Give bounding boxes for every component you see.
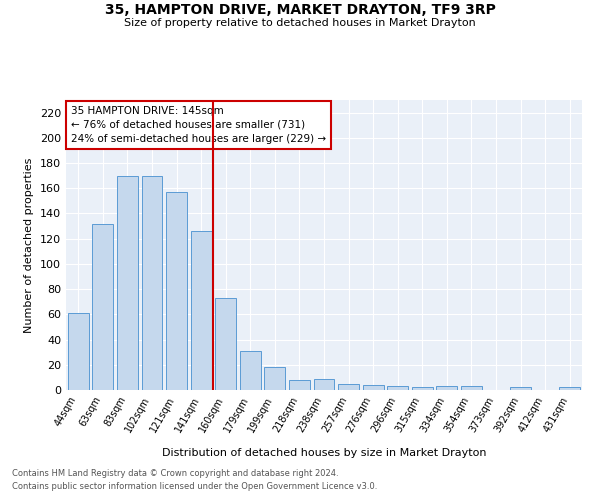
Bar <box>387 386 408 390</box>
Y-axis label: Number of detached properties: Number of detached properties <box>25 158 34 332</box>
Bar <box>240 351 261 390</box>
Text: Size of property relative to detached houses in Market Drayton: Size of property relative to detached ho… <box>124 18 476 28</box>
Text: Contains public sector information licensed under the Open Government Licence v3: Contains public sector information licen… <box>12 482 377 491</box>
Bar <box>559 388 580 390</box>
Bar <box>191 231 212 390</box>
Bar <box>142 176 163 390</box>
Bar <box>338 384 359 390</box>
Bar <box>510 388 531 390</box>
Bar <box>215 298 236 390</box>
Bar <box>68 313 89 390</box>
Text: Contains HM Land Registry data © Crown copyright and database right 2024.: Contains HM Land Registry data © Crown c… <box>12 468 338 477</box>
Bar <box>412 388 433 390</box>
Bar <box>362 385 383 390</box>
Bar <box>289 380 310 390</box>
Bar <box>461 386 482 390</box>
Bar <box>314 378 334 390</box>
Text: Distribution of detached houses by size in Market Drayton: Distribution of detached houses by size … <box>162 448 486 458</box>
Bar <box>92 224 113 390</box>
Text: 35 HAMPTON DRIVE: 145sqm
← 76% of detached houses are smaller (731)
24% of semi-: 35 HAMPTON DRIVE: 145sqm ← 76% of detach… <box>71 106 326 144</box>
Text: 35, HAMPTON DRIVE, MARKET DRAYTON, TF9 3RP: 35, HAMPTON DRIVE, MARKET DRAYTON, TF9 3… <box>104 2 496 16</box>
Bar <box>166 192 187 390</box>
Bar <box>436 386 457 390</box>
Bar <box>265 368 286 390</box>
Bar <box>117 176 138 390</box>
